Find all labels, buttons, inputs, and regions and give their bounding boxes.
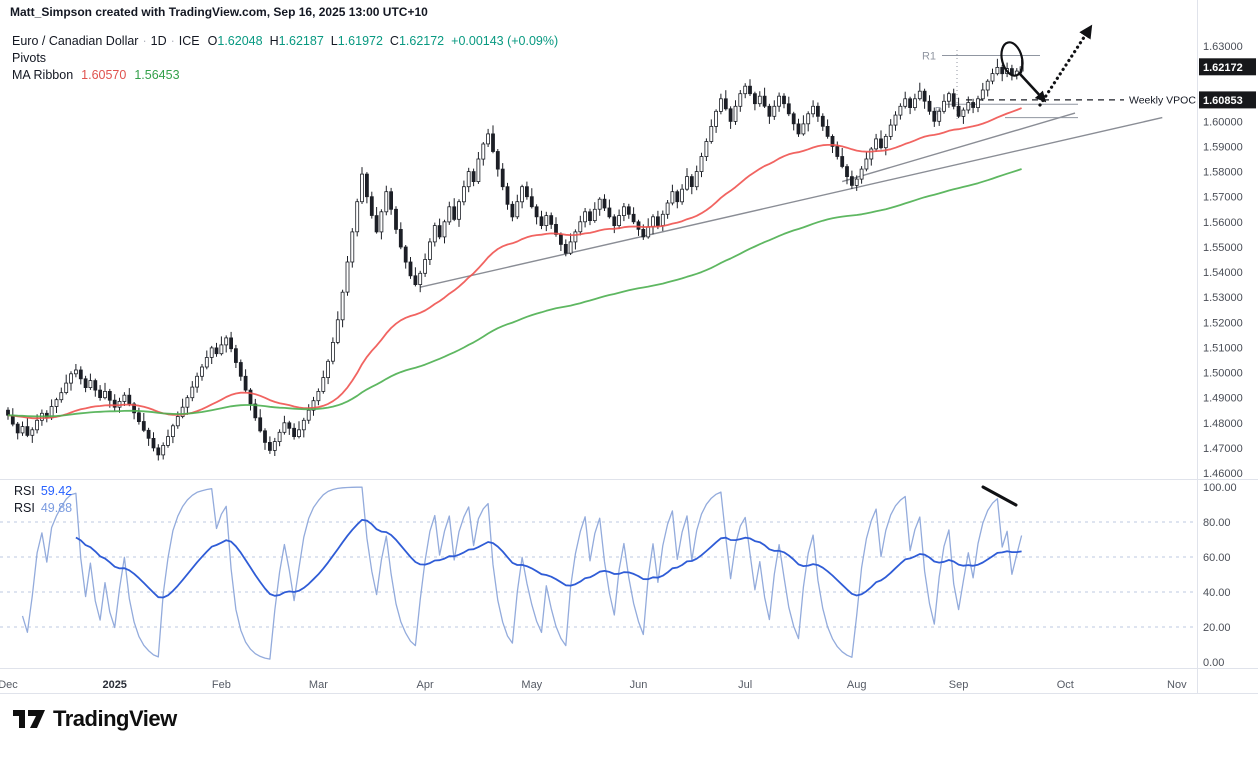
rsi-label-1[interactable]: RSI xyxy=(14,484,35,498)
ma-ribbon xyxy=(7,107,1022,420)
price-axis-label: 1.50000 xyxy=(1203,368,1243,380)
separator-dot: · xyxy=(142,34,147,48)
rsi-legend: RSI 59.42 RSI 49.88 xyxy=(14,483,72,517)
price-badge-text: 1.62172 xyxy=(1203,62,1243,74)
rsi-axis-label: 100.00 xyxy=(1203,482,1237,494)
price-axis-label: 1.54000 xyxy=(1203,267,1243,279)
time-axis-label: Aug xyxy=(847,679,867,691)
interval-label[interactable]: 1D xyxy=(150,34,167,48)
time-axis-label: May xyxy=(521,679,542,691)
time-axis[interactable]: Dec 2025 Feb Mar Apr May Jun Jul Aug Sep Oct Nov xyxy=(0,679,1187,691)
price-badge xyxy=(1199,58,1256,76)
time-axis-label: Oct xyxy=(1057,679,1074,691)
price-axis[interactable]: 1.63000 1.60000 1.59000 1.58000 1.57000 1.560… xyxy=(1199,41,1256,480)
pane-borders xyxy=(0,0,1258,694)
rsi-axis-label: 0.00 xyxy=(1203,657,1224,669)
chart-legend: Euro / Canadian Dollar · 1D · ICE O1.62048 H1.… xyxy=(12,33,558,84)
candles[interactable] xyxy=(6,58,1024,461)
ohlc-close: C1.62172 xyxy=(389,34,445,48)
rsi-value-2: 49.88 xyxy=(40,501,73,515)
rsi-axis-label: 20.00 xyxy=(1203,622,1231,634)
vpoc-label: Weekly VPOC xyxy=(1129,94,1196,106)
price-axis-label: 1.49000 xyxy=(1203,393,1243,405)
rsi-lines xyxy=(21,486,1023,660)
price-axis-label: 1.59000 xyxy=(1203,142,1243,154)
price-axis-label: 1.51000 xyxy=(1203,342,1243,354)
rsi-row-1[interactable]: RSI 59.42 xyxy=(14,483,72,500)
rsi-axis-label: 80.00 xyxy=(1203,517,1231,529)
time-axis-label: Sep xyxy=(949,679,969,691)
projection-arrow xyxy=(1038,24,1093,107)
ma-fast-value: 1.60570 xyxy=(81,68,127,82)
time-axis-label: Apr xyxy=(417,679,434,691)
time-axis-label: Dec xyxy=(0,679,18,691)
rsi-smooth-line xyxy=(75,519,1022,599)
highlight-ellipse xyxy=(1000,41,1024,77)
ohlc-low: L1.61972 xyxy=(330,34,383,48)
price-badge-text: 1.60853 xyxy=(1203,95,1243,107)
ohlc-high: H1.62187 xyxy=(269,34,324,48)
rsi-axis[interactable]: 100.00 80.00 60.00 40.00 20.00 0.00 xyxy=(1203,482,1237,669)
brand-wordmark: TradingView xyxy=(53,706,177,731)
price-axis-label: 1.60000 xyxy=(1203,116,1243,128)
ma-slow-value: 1.56453 xyxy=(134,68,180,82)
rsi-axis-label: 60.00 xyxy=(1203,552,1231,564)
time-axis-label: 2025 xyxy=(102,679,126,691)
exchange-label: ICE xyxy=(178,34,200,48)
pivots-label[interactable]: Pivots xyxy=(12,51,47,65)
time-axis-label: Jun xyxy=(630,679,648,691)
price-axis-label: 1.56000 xyxy=(1203,217,1243,229)
pullback-arrow xyxy=(1018,72,1047,103)
time-axis-label: Jul xyxy=(738,679,752,691)
rsi-gridlines xyxy=(0,521,1197,628)
price-axis-label: 1.53000 xyxy=(1203,292,1243,304)
r1-label: R1 xyxy=(922,51,936,63)
time-axis-label: Feb xyxy=(212,679,231,691)
annotations[interactable] xyxy=(981,24,1093,507)
price-badge xyxy=(1199,91,1256,109)
ohlc-open: O1.62048 xyxy=(207,34,263,48)
symbol-row[interactable]: Euro / Canadian Dollar · 1D · ICE O1.62048 H1.… xyxy=(12,33,558,50)
price-axis-label: 1.47000 xyxy=(1203,443,1243,455)
ma-slow-line xyxy=(7,168,1022,418)
price-axis-label: 1.55000 xyxy=(1203,242,1243,254)
separator-dot: · xyxy=(170,34,175,48)
time-axis-label: Mar xyxy=(309,679,328,691)
rsi-row-2[interactable]: RSI 49.88 xyxy=(14,500,72,517)
rsi-fast-line xyxy=(21,486,1023,660)
tradingview-footer-logo[interactable]: TradingView xyxy=(12,705,177,733)
price-change: +0.00143 (+0.09%) xyxy=(451,34,559,48)
trendlines[interactable] xyxy=(420,112,1163,288)
rsi-value-1: 59.42 xyxy=(40,484,73,498)
price-axis-label: 1.48000 xyxy=(1203,418,1243,430)
rsi-axis-label: 40.00 xyxy=(1203,587,1231,599)
pivots-indicator-row[interactable]: Pivots xyxy=(12,50,558,67)
attribution: Matt_Simpson created with TradingView.co… xyxy=(10,5,428,19)
price-axis-label: 1.57000 xyxy=(1203,192,1243,204)
symbol-title[interactable]: Euro / Canadian Dollar xyxy=(12,34,139,48)
price-axis-label: 1.63000 xyxy=(1203,41,1243,53)
ma-ribbon-indicator-row[interactable]: MA Ribbon 1.60570 1.56453 xyxy=(12,67,558,84)
ma-ribbon-label[interactable]: MA Ribbon xyxy=(12,68,74,82)
tradingview-logo-icon xyxy=(13,710,45,728)
rsi-divergence-line xyxy=(981,485,1018,507)
price-axis-label: 1.58000 xyxy=(1203,167,1243,179)
rsi-label-2[interactable]: RSI xyxy=(14,501,35,515)
price-axis-label: 1.52000 xyxy=(1203,317,1243,329)
time-axis-label: Nov xyxy=(1167,679,1187,691)
price-axis-label: 1.46000 xyxy=(1203,468,1243,480)
